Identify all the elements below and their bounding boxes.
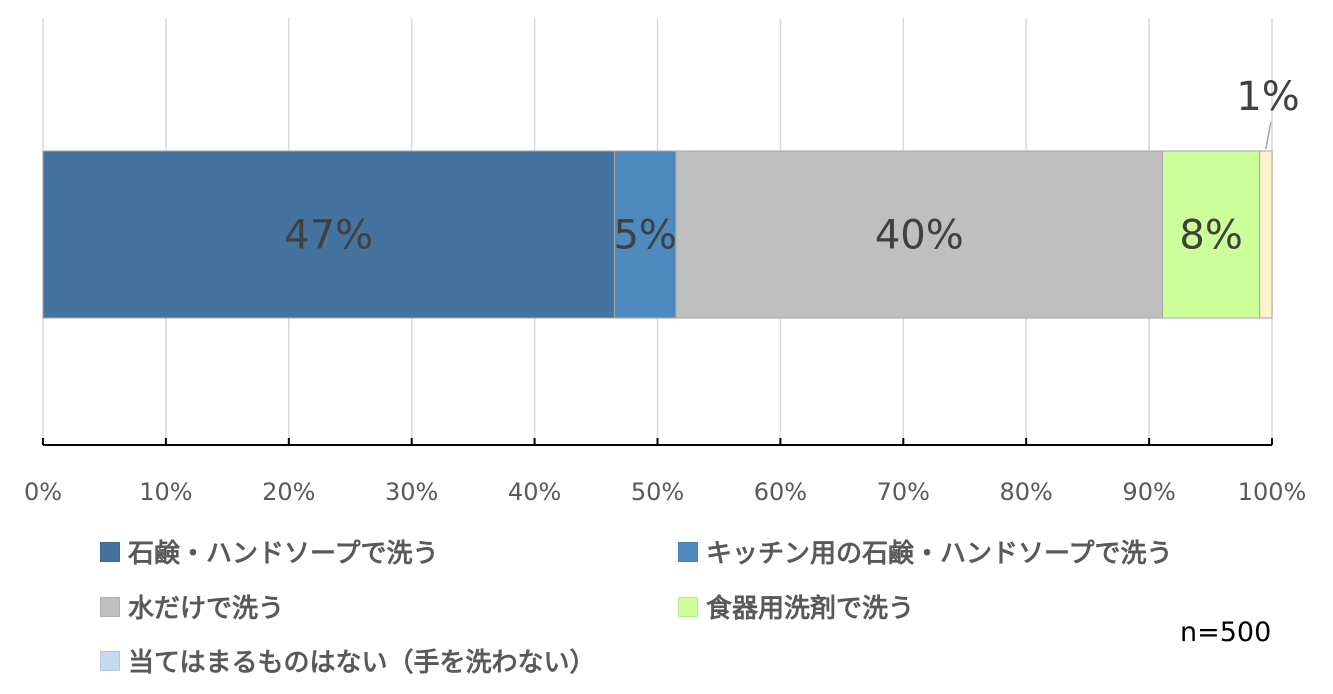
legend-item-water-only: 水だけで洗う [100,588,284,625]
data-label: 1% [1236,74,1299,120]
data-labels: 47% 5% 40% 8% 1% [284,74,1299,259]
x-tick-label: 20% [262,478,315,506]
bar-segment [42,150,615,319]
legend-label: 当てはまるものはない（手を洗わない） [128,648,596,678]
legend-swatch [100,650,120,671]
x-tick-label: 70% [877,478,930,506]
x-tick-label: 30% [385,478,438,506]
legend-label: 水だけで洗う [128,594,285,624]
legend-item-none: 当てはまるものはない（手を洗わない） [100,642,595,679]
x-tick-label: 40% [508,478,561,506]
legend-item-soap: 石鹸・ハンドソープで洗う [100,533,438,570]
legend-swatch [100,541,120,562]
x-tick-label: 10% [139,478,192,506]
sample-size-note: n=500 [1180,617,1272,648]
bar-segment [1162,150,1261,319]
x-axis: 0% 10% 20% 30% 40% 50% 60% 70% 80% 90% 100% [24,438,1306,506]
legend-swatch [100,596,120,617]
bar-segments [42,150,1273,319]
data-label: 47% [284,213,373,259]
legend-label: 食器用洗剤で洗う [706,594,915,624]
bar-segment [613,150,677,319]
legend-item-dish-detergent: 食器用洗剤で洗う [678,588,914,625]
x-tick-label: 0% [24,478,62,506]
bar-segment [675,150,1164,319]
x-tick-label: 50% [631,478,684,506]
legend-label: 石鹸・ハンドソープで洗う [128,539,439,569]
data-label: 8% [1179,213,1242,259]
legend-label: キッチン用の石鹸・ハンドソープで洗う [706,539,1173,569]
x-tick-label: 60% [754,478,807,506]
x-tick-label: 80% [1000,478,1053,506]
x-tick-label: 90% [1122,478,1175,506]
legend-item-kitchen-soap: キッチン用の石鹸・ハンドソープで洗う [678,533,1172,570]
data-label: 40% [875,213,964,259]
data-label: 5% [613,213,676,259]
leader-line [1265,121,1272,150]
bar-segment [1259,150,1273,319]
x-tick-label: 100% [1238,478,1307,506]
legend-swatch [678,541,698,562]
legend-swatch [678,596,698,617]
